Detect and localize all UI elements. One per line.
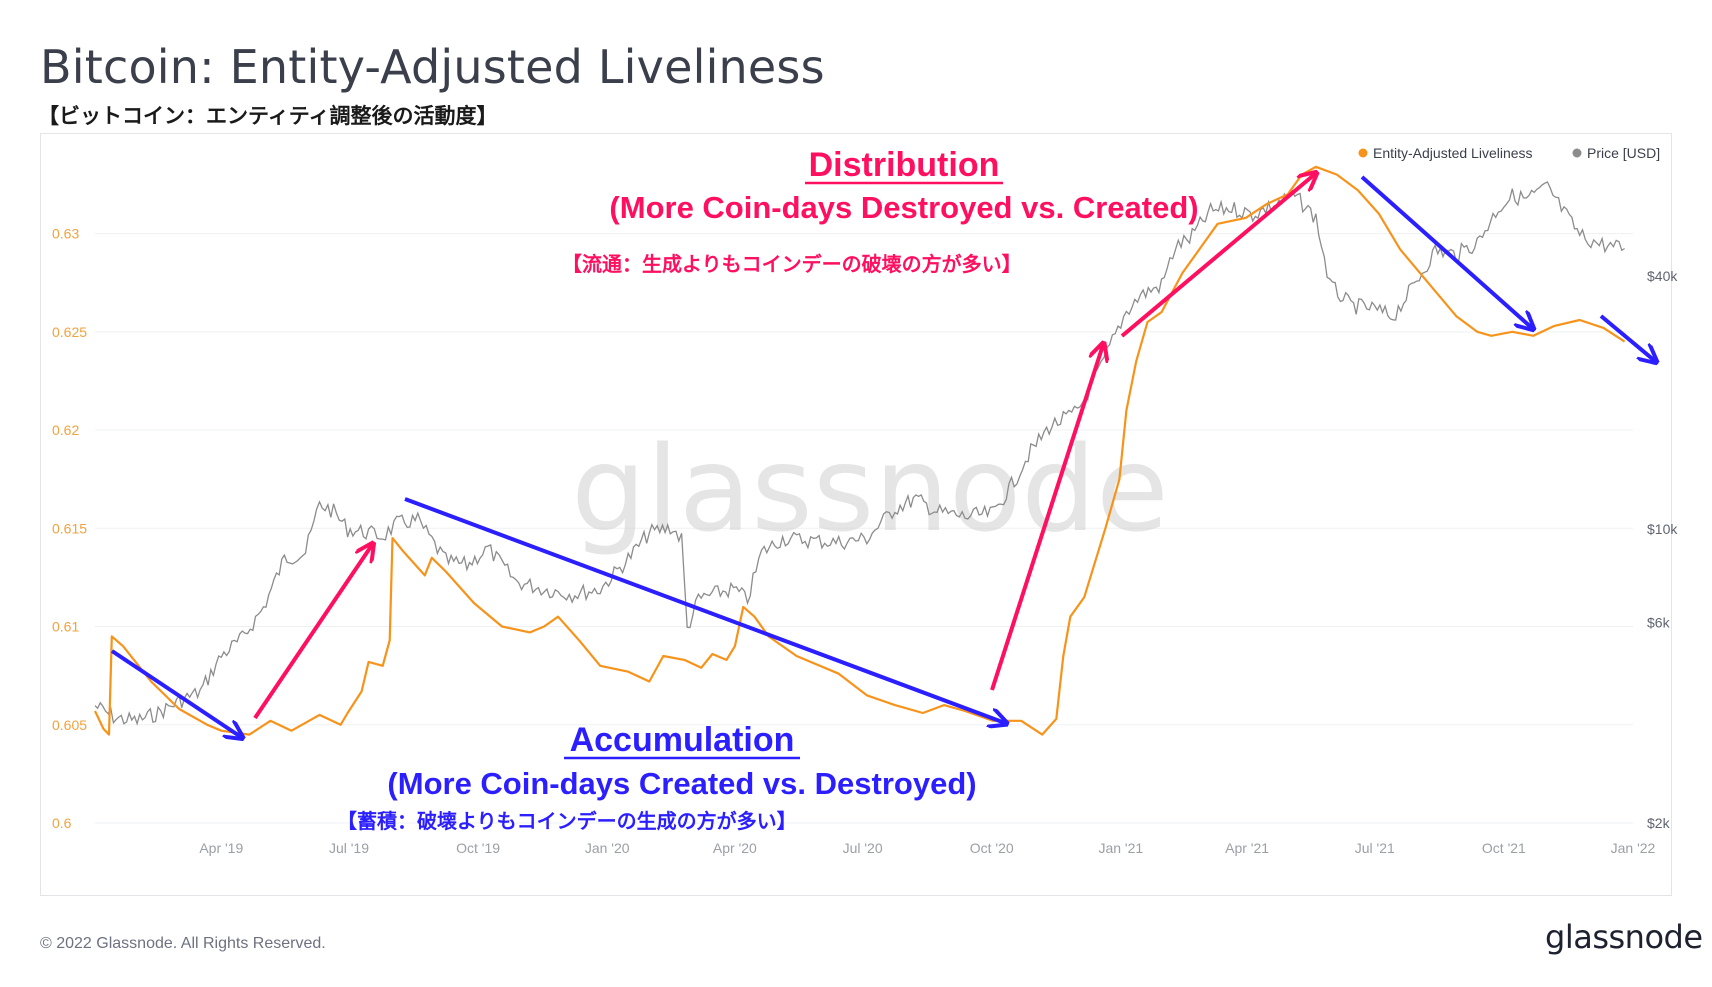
distribution-annotation: Distribution (More Coin-days Destroyed v…	[562, 146, 1199, 276]
page-title: Bitcoin: Entity-Adjusted Liveliness	[40, 40, 825, 94]
left-tick-label: 0.605	[52, 717, 87, 733]
x-tick-label: Jan '21	[1098, 840, 1143, 856]
glassnode-logo: glassnode	[1545, 918, 1703, 956]
page-subtitle: 【ビットコイン：エンティティ調整後の活動度】	[38, 104, 498, 128]
grid	[95, 233, 1633, 824]
left-tick-label: 0.6	[52, 815, 72, 831]
left-tick-label: 0.62	[52, 422, 79, 438]
chart-frame	[40, 133, 1672, 896]
accumulation-title: Accumulation	[570, 721, 795, 759]
distribution-title: Distribution	[809, 146, 1000, 184]
right-tick-label: $40k	[1647, 268, 1678, 284]
x-tick-label: Jul '21	[1355, 840, 1395, 856]
accumulation-jp: 【蓄積：破壊よりもコインデーの生成の方が多い】	[337, 809, 797, 833]
x-tick-label: Jan '22	[1611, 840, 1656, 856]
left-tick-label: 0.63	[52, 226, 79, 242]
x-tick-label: Apr '19	[199, 840, 243, 856]
legend-dot-liveliness	[1358, 148, 1368, 158]
distribution-jp: 【流通：生成よりもコインデーの破壊の方が多い】	[562, 252, 1022, 276]
accumulation-arrow-1	[110, 649, 241, 737]
x-tick-label: Apr '21	[1225, 840, 1269, 856]
right-axis: $2k $6k $10k $40k	[1647, 268, 1678, 831]
accumulation-arrow-2	[404, 497, 1005, 723]
right-tick-label: $6k	[1647, 614, 1671, 630]
accumulation-arrow-4	[1599, 314, 1655, 361]
distribution-arrow-3	[1120, 174, 1315, 338]
x-tick-label: Jan '20	[585, 840, 630, 856]
accumulation-arrow-3	[1360, 175, 1532, 328]
trend-arrows	[110, 174, 1655, 737]
right-tick-label: $10k	[1647, 521, 1678, 537]
right-tick-label: $2k	[1647, 815, 1671, 831]
x-tick-label: Oct '20	[970, 840, 1014, 856]
x-tick-label: Apr '20	[713, 840, 757, 856]
x-tick-label: Jul '20	[843, 840, 883, 856]
distribution-subtitle: (More Coin-days Destroyed vs. Created)	[609, 190, 1198, 225]
accumulation-subtitle: (More Coin-days Created vs. Destroyed)	[387, 766, 976, 801]
legend-label-liveliness: Entity-Adjusted Liveliness	[1373, 145, 1533, 161]
left-axis: 0.6 0.605 0.61 0.615 0.62 0.625 0.63	[52, 226, 87, 831]
legend-dot-price	[1572, 148, 1582, 158]
x-tick-label: Oct '21	[1482, 840, 1526, 856]
price-line	[94, 181, 1625, 726]
x-tick-label: Jul '19	[329, 840, 369, 856]
watermark: glassnode	[571, 420, 1168, 558]
left-tick-label: 0.61	[52, 619, 79, 635]
copyright-text: © 2022 Glassnode. All Rights Reserved.	[40, 935, 326, 952]
left-tick-label: 0.615	[52, 520, 87, 536]
legend-label-price: Price [USD]	[1587, 145, 1660, 161]
x-axis: Apr '19 Jul '19 Oct '19 Jan '20 Apr '20 Jul '…	[199, 840, 1655, 856]
left-tick-label: 0.625	[52, 324, 87, 340]
liveliness-line	[94, 165, 1626, 736]
distribution-arrow-1	[253, 545, 372, 720]
distribution-arrow-2	[990, 345, 1103, 691]
x-tick-label: Oct '19	[456, 840, 500, 856]
legend[interactable]: Entity-Adjusted Liveliness Price [USD]	[1358, 145, 1661, 161]
accumulation-annotation: Accumulation (More Coin-days Created vs.…	[337, 721, 977, 833]
